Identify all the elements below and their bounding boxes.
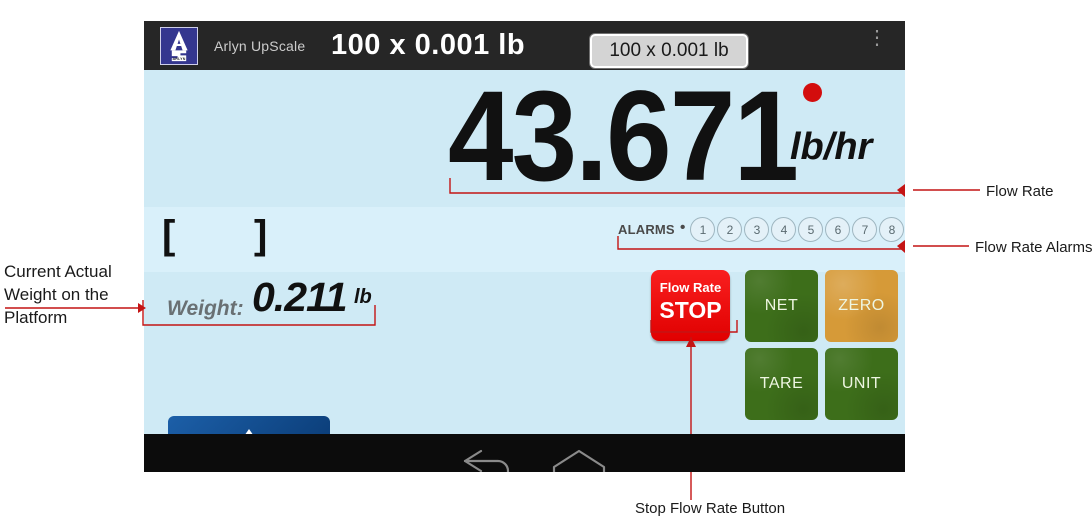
svg-text:ARLYN: ARLYN xyxy=(173,57,186,61)
